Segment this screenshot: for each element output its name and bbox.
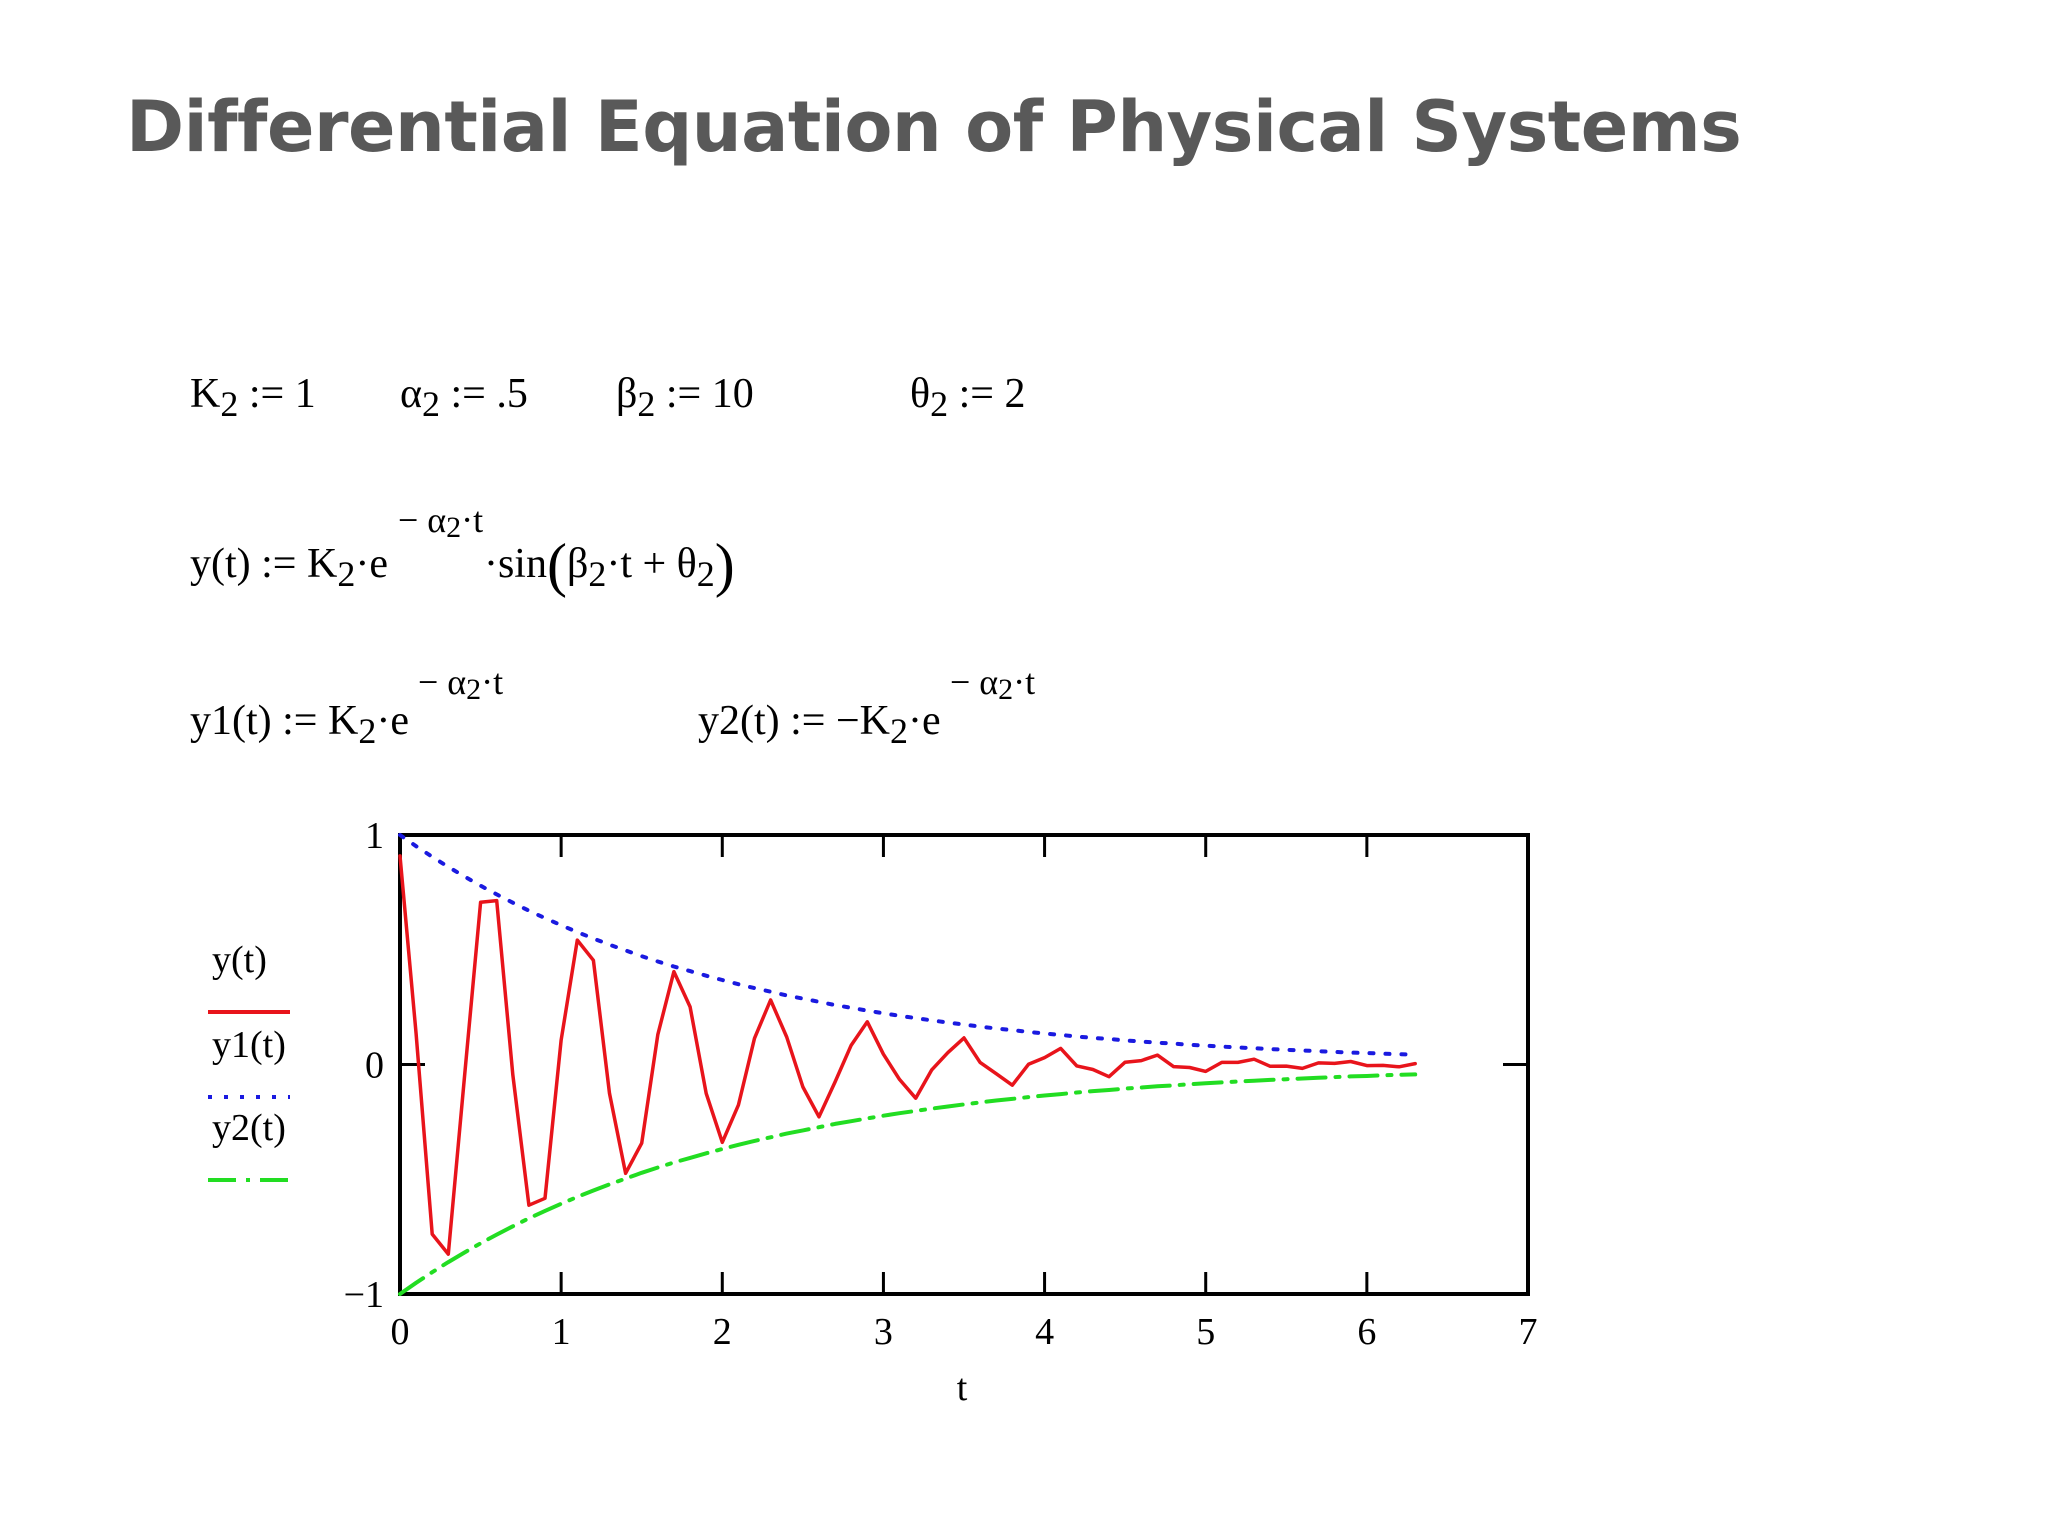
equation-y2-lhs: y2(t) := −K (698, 698, 891, 744)
param-alpha2-symbol: α (400, 371, 423, 417)
slide-title: Differential Equation of Physical System… (126, 86, 1742, 168)
equation-y2-exponent: − α2·t (950, 664, 1035, 705)
x-tick-label: 0 (391, 1311, 410, 1353)
param-alpha2-sub: 2 (422, 384, 441, 424)
equation-y-arg-theta-sub: 2 (696, 554, 715, 594)
param-k2: K2 := 1 (190, 373, 316, 422)
equation-y-open-paren: ( (546, 532, 567, 598)
x-tick-label: 2 (713, 1311, 732, 1353)
param-theta2-sub: 2 (930, 384, 949, 424)
equation-y-exp-sub: 2 (446, 511, 462, 544)
x-tick-label: 6 (1357, 1311, 1376, 1353)
equation-y-arg-rest: ·t + θ (606, 541, 697, 587)
equation-y1-lhs: y1(t) := K (190, 698, 359, 744)
equation-y-e: ·e (355, 541, 388, 587)
series-line-2 (398, 833, 1418, 1057)
legend-label-3: y2(t) (212, 1107, 286, 1149)
series-line-3 (398, 1072, 1418, 1296)
equation-y1-exponent: − α2·t (418, 664, 503, 705)
param-k2-symbol: K (190, 371, 221, 417)
equation-y-arg-beta: β (566, 541, 589, 587)
equation-y1-e: ·e (376, 698, 409, 744)
equation-y-sin: ·sin (483, 541, 547, 587)
x-axis-label: t (957, 1367, 968, 1409)
equation-y1: y1(t) := K2·e (190, 700, 409, 749)
equation-y2-exp-t: ·t (1013, 662, 1036, 702)
equation-y2: y2(t) := −K2·e (698, 700, 941, 749)
param-theta2-value: := 2 (948, 371, 1026, 417)
series-line-1 (398, 854, 1417, 1256)
param-beta2: β2 := 10 (616, 373, 754, 422)
equation-y-close-paren: ) (714, 532, 735, 598)
x-tick-label: 7 (1519, 1311, 1538, 1353)
y-tick-label: 0 (365, 1045, 384, 1087)
param-k2-value: := 1 (238, 371, 316, 417)
equation-y1-exp-t: ·t (481, 662, 504, 702)
x-tick-label: 5 (1196, 1311, 1215, 1353)
param-beta2-sub: 2 (637, 384, 656, 424)
legend-label-2: y1(t) (212, 1024, 286, 1066)
equation-y: y(t) := K2·e ·sin(β2·t + θ2) (190, 535, 735, 595)
equation-y2-exp-alpha: − α (950, 662, 999, 702)
equation-y-exponent: − α2·t (398, 502, 483, 543)
equation-y1-sub: 2 (358, 711, 377, 751)
equation-y-arg-beta-sub: 2 (588, 554, 607, 594)
equation-y-exp-alpha: − α (398, 500, 447, 540)
equation-y2-e: ·e (908, 698, 941, 744)
param-alpha2: α2 := .5 (400, 373, 528, 422)
equation-y-exp-t: ·t (461, 500, 484, 540)
param-theta2: θ2 := 2 (910, 373, 1025, 422)
param-beta2-symbol: β (616, 371, 638, 417)
equation-y1-exp-sub: 2 (466, 673, 482, 706)
param-alpha2-value: := .5 (440, 371, 528, 417)
param-beta2-value: := 10 (655, 371, 754, 417)
equation-y-sub: 2 (337, 554, 356, 594)
y-tick-label: −1 (344, 1274, 384, 1316)
param-theta2-symbol: θ (910, 371, 931, 417)
equation-y2-exp-sub: 2 (998, 673, 1014, 706)
equation-y-lhs: y(t) := K (190, 541, 338, 587)
y-tick-label: 1 (365, 815, 384, 857)
legend-label-1: y(t) (212, 939, 267, 981)
x-tick-label: 1 (552, 1311, 571, 1353)
equation-y2-sub: 2 (890, 711, 909, 751)
x-tick-label: 3 (874, 1311, 893, 1353)
param-k2-sub: 2 (220, 384, 239, 424)
equation-y1-exp-alpha: − α (418, 662, 467, 702)
x-tick-label: 4 (1035, 1311, 1054, 1353)
